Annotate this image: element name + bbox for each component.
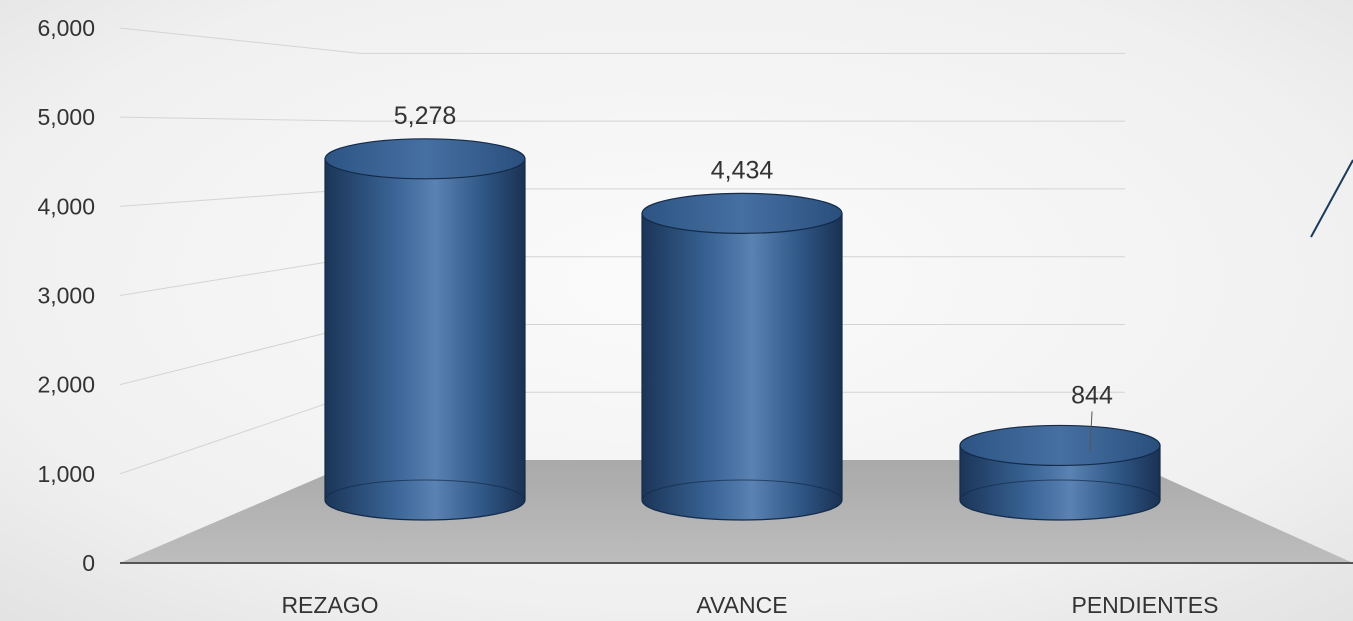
bar-base-rim [959, 479, 1161, 501]
y-tick-label: 2,000 [37, 372, 95, 398]
bar [324, 138, 526, 521]
x-tick-label: AVANCE [696, 592, 787, 618]
y-tick-label: 6,000 [37, 15, 95, 41]
bar-top [959, 424, 1161, 467]
x-tick-label: REZAGO [281, 592, 378, 618]
axes [120, 159, 1353, 564]
bar-top [641, 192, 843, 234]
bar [959, 424, 1161, 521]
bar-body [641, 212, 843, 521]
data-label: 844 [1071, 381, 1113, 409]
bar-body [324, 158, 526, 521]
bars [324, 138, 1161, 521]
accent-line [1310, 159, 1353, 238]
bar-body [959, 444, 1161, 521]
bar-base-rim [324, 479, 526, 501]
y-tick-label: 5,000 [37, 104, 95, 130]
bar-base-rim [641, 479, 843, 501]
y-tick-label: 4,000 [37, 193, 95, 219]
bar [641, 192, 843, 521]
data-label-leader [1089, 411, 1093, 452]
gridline [119, 27, 1125, 54]
data-label: 5,278 [394, 102, 457, 130]
labels: 0 1,000 2,000 3,000 4,000 5,000 6,000 5,278 REZA… [37, 15, 1218, 618]
y-tick-label: 1,000 [37, 461, 95, 487]
x-tick-label: PENDIENTES [1072, 592, 1219, 618]
data-label: 4,434 [711, 156, 774, 184]
y-tick-label: 3,000 [37, 283, 95, 309]
y-tick-label: 0 [82, 550, 95, 576]
bar-top [324, 138, 526, 180]
gridline [119, 116, 1125, 122]
